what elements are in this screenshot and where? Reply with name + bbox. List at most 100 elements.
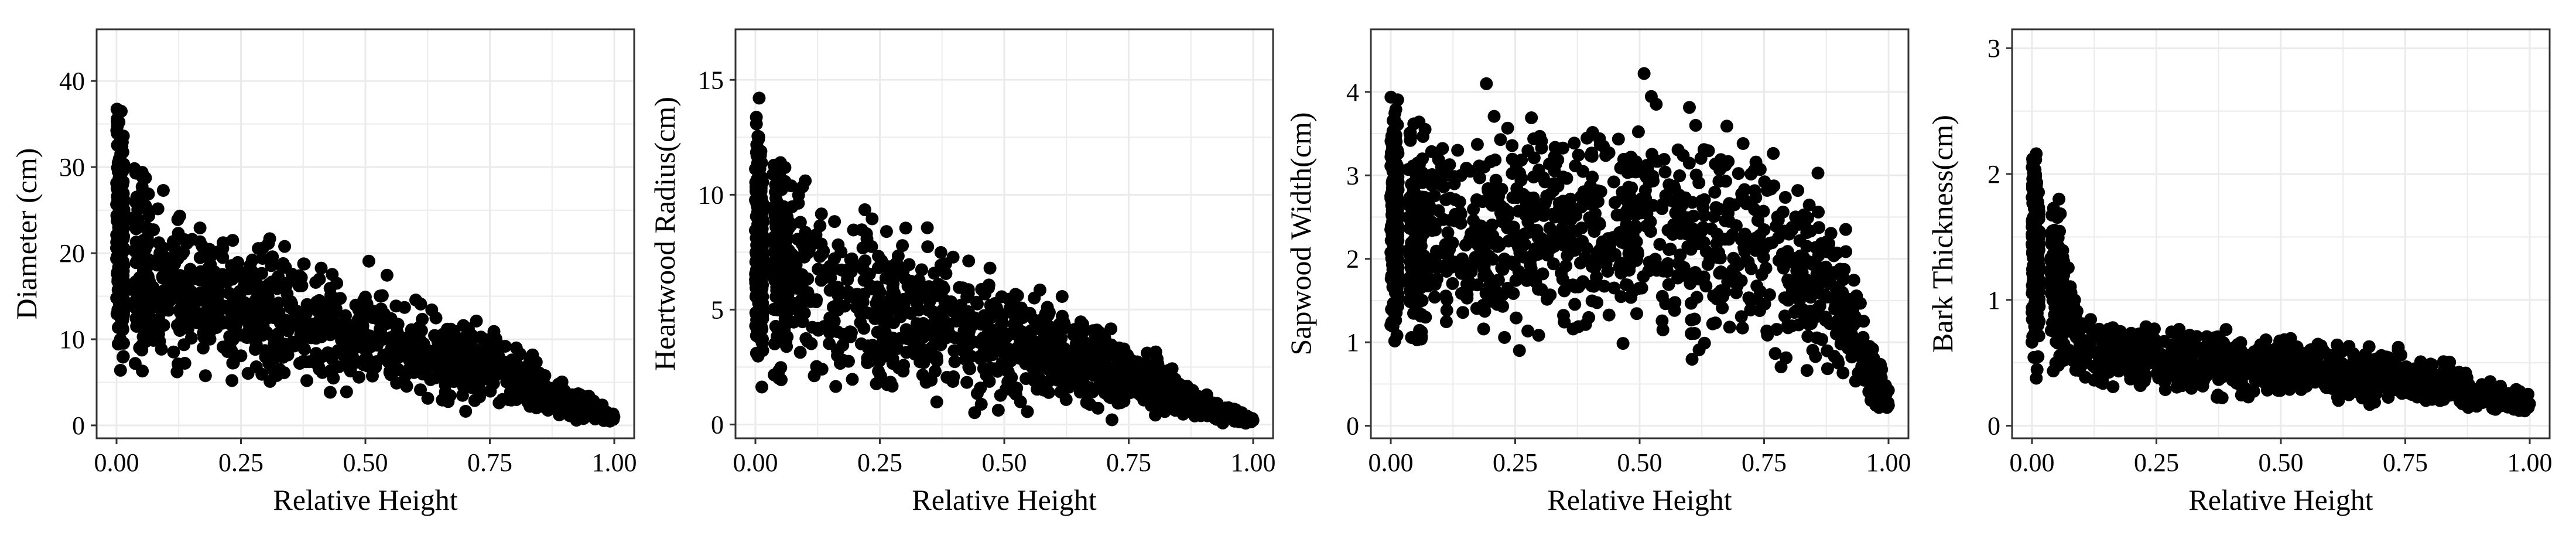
data-point [1764,182,1778,196]
data-point [275,259,288,272]
x-tick-label: 0.50 [1617,448,1662,477]
data-point [1012,340,1025,354]
data-point [478,352,491,365]
data-point [1797,208,1811,221]
data-point [473,368,487,381]
data-point [1836,366,1850,380]
data-point [1697,236,1711,249]
data-point [176,320,189,333]
data-point [463,342,476,355]
data-point [1730,279,1744,292]
data-point [129,166,142,180]
data-point [1561,249,1574,263]
data-point [1831,323,1845,337]
data-point [1685,353,1699,366]
data-point [1388,113,1401,126]
data-point [1390,171,1404,184]
data-point [1386,155,1400,169]
data-point [960,376,974,389]
data-point [399,335,413,349]
data-point [1446,277,1459,290]
data-point [131,192,144,206]
data-point [152,236,166,250]
data-point [1815,333,1828,346]
data-point [1685,327,1698,340]
data-point [798,250,811,264]
data-point [792,189,805,202]
data-point [135,236,148,250]
data-point [409,294,422,306]
data-point [1418,206,1432,220]
data-point [1876,392,1890,405]
data-point [810,293,823,306]
data-point [184,332,198,345]
data-point [414,383,427,397]
data-point [1592,195,1605,208]
data-point [266,363,279,376]
data-point [196,341,210,354]
data-point [1052,318,1066,331]
data-point [880,225,893,238]
data-point [600,410,613,424]
data-point [1508,235,1521,248]
data-point [884,343,898,356]
data-point [1776,247,1789,261]
data-point [1821,344,1834,357]
data-point [1648,253,1662,266]
x-tick-label: 0.00 [1369,448,1414,477]
data-point [1391,196,1404,210]
data-point [901,279,915,293]
data-point [116,323,129,336]
data-point [858,254,872,268]
data-point [1763,288,1776,301]
data-point [358,291,372,304]
data-point [294,324,307,338]
data-point [1622,180,1636,194]
x-axis-label: Relative Height [1547,483,1732,516]
data-point [1059,393,1073,406]
x-tick-label: 0.25 [218,448,264,477]
data-point [1787,252,1801,265]
data-point [863,354,877,368]
data-point [1543,221,1556,235]
data-point [2055,338,2069,351]
data-point [1410,175,1423,189]
data-point [114,363,127,377]
data-point [1767,146,1780,160]
data-point [1144,399,1158,412]
data-points [110,103,621,428]
data-point [138,274,152,287]
data-point [1069,352,1082,366]
data-point [1485,295,1499,308]
data-point [256,252,269,265]
data-point [916,317,930,330]
data-point [323,303,337,316]
data-point [752,190,766,203]
data-point [1490,195,1503,208]
data-point [414,339,427,353]
data-point [1387,279,1401,292]
data-point [1607,175,1620,189]
data-point [216,251,230,264]
data-point [1847,274,1860,287]
data-point [1726,264,1739,277]
data-point [553,408,566,422]
data-point [1681,211,1695,224]
data-point [1809,241,1822,254]
data-point [550,397,563,410]
data-point [1586,171,1599,184]
data-point [265,275,279,289]
data-point [203,326,217,339]
y-tick-label: 0 [711,410,724,439]
data-point [470,314,483,328]
data-point [1692,176,1706,189]
data-point [816,247,829,260]
data-point [519,366,532,380]
data-point [1498,330,1511,344]
data-point [1602,308,1616,322]
data-point [750,117,763,131]
data-point [833,357,847,370]
data-point [970,387,984,400]
data-point [443,389,457,403]
